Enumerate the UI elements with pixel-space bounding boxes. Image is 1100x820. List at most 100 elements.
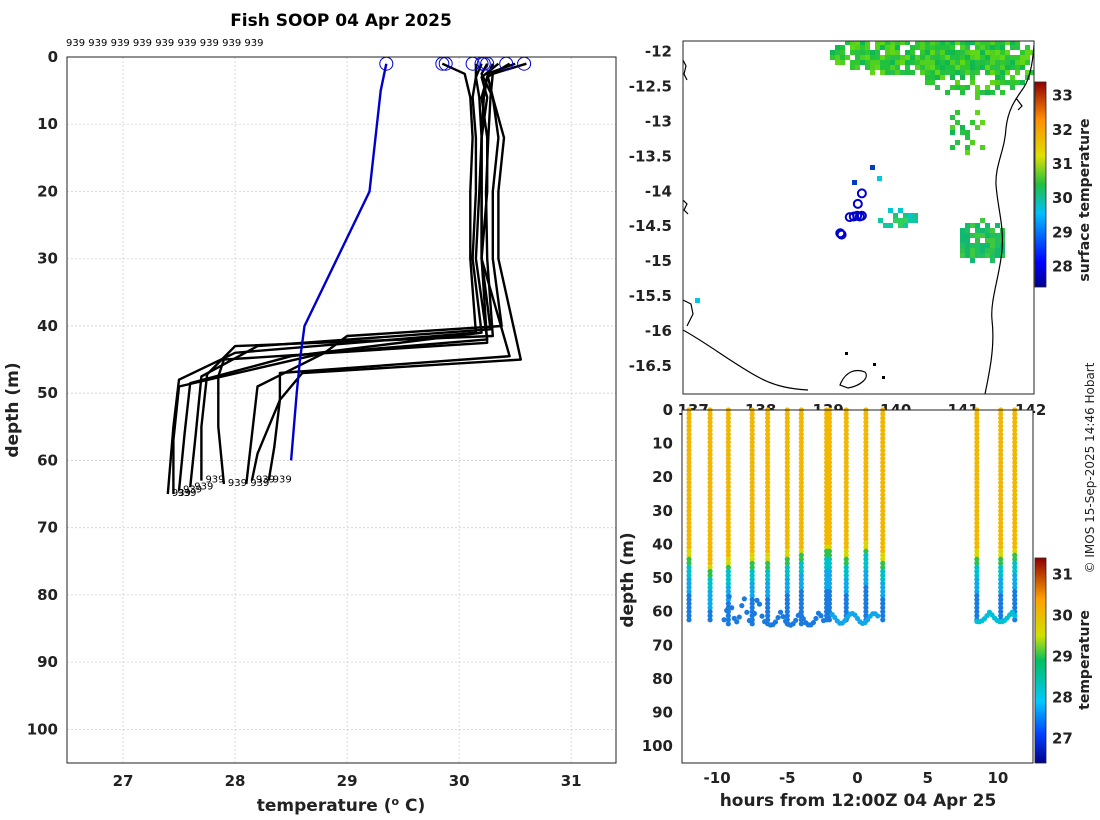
section-dot xyxy=(784,556,790,562)
section-dot xyxy=(863,459,869,466)
sst-cell xyxy=(920,45,925,50)
section-dot xyxy=(784,500,790,506)
section-dot xyxy=(765,463,771,470)
section-dot xyxy=(843,601,849,607)
sst-cell xyxy=(985,223,990,228)
section-dot xyxy=(974,605,980,611)
sst-cell xyxy=(995,248,1000,253)
section-dot xyxy=(863,588,869,595)
section-dot xyxy=(826,427,833,433)
section-dot xyxy=(725,463,731,470)
section-dot xyxy=(1012,520,1018,526)
section-dot xyxy=(798,459,804,466)
sst-cell xyxy=(925,80,930,85)
section-dot xyxy=(725,516,731,522)
section-dot xyxy=(707,592,713,599)
section-dot xyxy=(998,564,1004,570)
section-dot xyxy=(863,463,869,470)
sst-cell xyxy=(875,35,880,40)
section-xlabel: hours from 12:00Z 04 Apr 25 xyxy=(720,791,997,811)
section-dot xyxy=(765,435,771,441)
sst-cell xyxy=(840,55,845,60)
section-dot xyxy=(1012,496,1018,502)
sst-cell xyxy=(1025,45,1030,50)
sst-cell xyxy=(995,243,1000,248)
section-dot xyxy=(798,455,804,462)
sst-cell xyxy=(985,65,990,70)
sst-cell xyxy=(1030,70,1034,75)
section-dot xyxy=(749,548,755,554)
track-marker xyxy=(852,198,863,209)
section-dot xyxy=(707,568,713,574)
section-dot xyxy=(826,435,833,441)
section-dot xyxy=(880,576,886,583)
section-dot xyxy=(974,609,980,615)
section-dot xyxy=(998,419,1004,425)
section-dot xyxy=(749,463,755,470)
section-dot xyxy=(974,480,980,486)
section-dot xyxy=(1012,443,1018,449)
section-dot xyxy=(863,613,869,619)
section-dot xyxy=(725,544,731,550)
section-dot xyxy=(749,601,755,607)
profile-ytick-label: 60 xyxy=(37,451,58,469)
section-dot xyxy=(765,540,771,546)
section-dot xyxy=(793,617,799,623)
sst-cell xyxy=(980,248,985,253)
section-dot xyxy=(798,536,804,542)
sst-cell xyxy=(835,45,840,50)
section-dot xyxy=(880,447,886,453)
section-dot xyxy=(974,431,980,437)
section-dot xyxy=(765,556,771,562)
credit-text: © IMOS 15-Sep-2025 14:46 Hobart xyxy=(1083,362,1097,573)
sst-cell xyxy=(980,120,985,125)
section-dot xyxy=(707,520,713,526)
section-dot xyxy=(707,609,713,615)
section-dot xyxy=(880,508,886,514)
sst-cell xyxy=(960,125,965,130)
surface-marker xyxy=(438,57,453,71)
section-dot xyxy=(1012,568,1018,574)
section-dot xyxy=(686,419,692,425)
section-dot xyxy=(749,500,755,506)
section-dot xyxy=(1012,601,1018,607)
section-colorbar-label: temperature xyxy=(1077,610,1093,710)
section-dot xyxy=(725,492,731,498)
section-dot xyxy=(725,480,731,486)
section-dot xyxy=(707,516,713,522)
section-dot xyxy=(998,592,1004,599)
profile-xtick-label: 31 xyxy=(561,772,582,790)
section-dot xyxy=(826,617,833,623)
section-dot xyxy=(863,415,869,421)
sst-cell xyxy=(990,238,995,243)
map-track-markers xyxy=(835,188,867,240)
section-dot xyxy=(686,568,692,574)
sst-cell xyxy=(960,243,965,248)
section-dot xyxy=(863,455,869,462)
section-dot xyxy=(863,552,869,558)
section-ytick-label: 80 xyxy=(652,670,673,688)
map-colorbar-tick: 30 xyxy=(1052,189,1073,207)
section-dot xyxy=(818,613,824,619)
section-dot xyxy=(741,596,747,602)
section-dot xyxy=(880,528,886,534)
section-dot xyxy=(686,520,692,526)
section-dot xyxy=(765,471,771,478)
section-dot xyxy=(765,568,771,574)
section-dot xyxy=(843,500,849,506)
map-ytick-label: -16 xyxy=(645,322,672,340)
sst-cell xyxy=(980,145,985,150)
section-dot xyxy=(724,607,730,614)
profile-line xyxy=(245,63,503,485)
sst-cell xyxy=(852,180,857,185)
section-dot xyxy=(843,592,849,599)
sst-cell xyxy=(920,65,925,70)
section-dot xyxy=(798,544,804,550)
sst-cell xyxy=(880,55,885,60)
section-dot xyxy=(765,552,771,558)
map-ytick-label: -15.5 xyxy=(629,287,672,305)
sst-cell xyxy=(865,35,870,40)
sst-cell xyxy=(870,60,875,65)
sst-cell xyxy=(965,35,970,40)
section-dot xyxy=(843,552,849,558)
